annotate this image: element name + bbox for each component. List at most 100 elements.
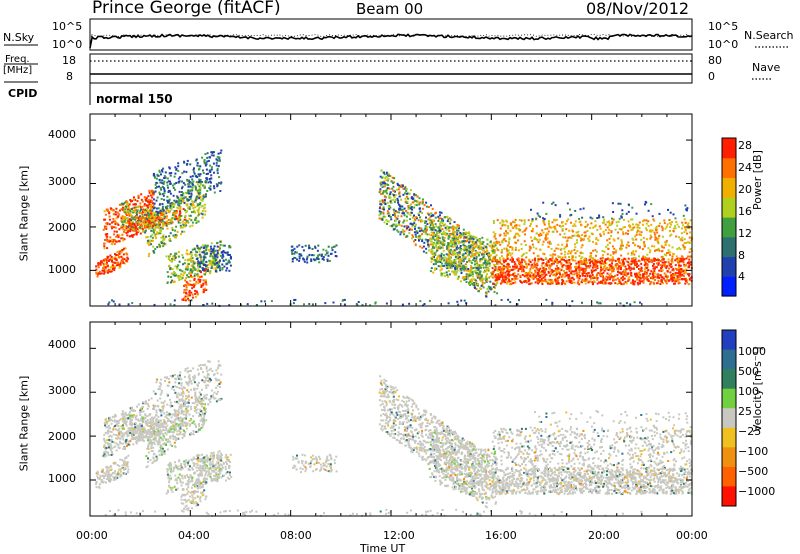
power-scatter-cell [219, 190, 222, 192]
power-scatter-cell [192, 171, 195, 173]
power-scatter-cell [203, 160, 206, 163]
power-scatter-cell [662, 277, 665, 280]
power-scatter-cell [204, 271, 207, 274]
power-scatter-cell [448, 266, 451, 269]
power-scatter-cell [524, 233, 526, 236]
power-scatter-cell [613, 247, 616, 250]
power-scatter-cell [592, 283, 594, 286]
power-scatter-cell [398, 221, 400, 224]
power-scatter-cell [491, 260, 494, 263]
power-scatter-cell [305, 258, 308, 261]
power-scatter-cell [447, 275, 449, 278]
power-scatter-cell [213, 191, 216, 194]
power-scatter-cell [153, 218, 156, 221]
power-scatter-cell [148, 210, 151, 213]
power-scatter-cell [521, 270, 523, 273]
power-scatter-cell [292, 256, 295, 259]
power-scatter-cell [480, 264, 482, 267]
power-scatter-cell [106, 257, 109, 260]
power-scatter-cell [201, 216, 204, 219]
power-scatter-cell [458, 265, 461, 268]
power-scatter-cell [660, 255, 663, 258]
power-scatter-cell [191, 224, 194, 227]
power-scatter-cell [451, 237, 454, 240]
power-scatter-cell [684, 269, 687, 272]
power-scatter-cell [181, 180, 184, 183]
power-scatter-cell [462, 255, 465, 258]
power-scatter-cell [127, 206, 130, 209]
power-scatter-cell [546, 282, 549, 285]
power-scatter-cell [142, 221, 145, 224]
power-scatter-cell [441, 256, 444, 259]
power-scatter-cell [506, 244, 509, 247]
power-scatter-cell [196, 258, 199, 260]
power-scatter-cell [209, 187, 212, 190]
power-scatter-cell [482, 271, 485, 274]
power-scatter-cell [599, 260, 602, 263]
power-scatter-cell [196, 270, 199, 273]
power-scatter-cell [637, 275, 640, 278]
power-scatter-cell [521, 230, 524, 233]
power-scatter-cell [452, 245, 455, 248]
power-scatter-cell [601, 281, 603, 284]
power-scatter-cell [519, 268, 522, 270]
power-scatter-cell [643, 264, 646, 267]
power-scatter-cell [654, 257, 656, 260]
power-scatter-cell [392, 182, 394, 184]
power-scatter-cell [538, 234, 541, 237]
power-scatter-cell [112, 261, 115, 264]
power-scatter-cell [191, 175, 194, 178]
power-scatter-cell [514, 267, 517, 270]
power-scatter-cell [567, 250, 570, 253]
power-scatter-cell [622, 283, 625, 286]
power-scatter-cell [485, 292, 488, 295]
power-scatter-cell [131, 228, 134, 231]
power-scatter-cell [555, 281, 558, 284]
power-scatter-cell [676, 248, 679, 251]
power-scatter-cell [487, 266, 489, 269]
power-scatter-cell [166, 271, 169, 274]
power-scatter-cell [431, 224, 433, 227]
power-scatter-cell [431, 244, 434, 247]
power-scatter-cell [641, 257, 643, 260]
power-scatter-cell [494, 237, 497, 240]
power-scatter-cell [187, 199, 190, 202]
power-scatter-cell [436, 235, 438, 238]
power-scatter-cell [592, 275, 595, 278]
power-scatter-cell [453, 239, 456, 242]
power-scatter-cell [117, 256, 120, 259]
power-scatter-cell [501, 241, 504, 244]
power-scatter-cell [608, 274, 611, 277]
power-scatter-cell [669, 251, 672, 254]
power-scatter-cell [194, 206, 197, 209]
power-scatter-cell [435, 225, 438, 228]
power-scatter-cell [453, 270, 456, 273]
power-scatter-cell [438, 217, 441, 220]
power-scatter-cell [642, 255, 645, 258]
power-scatter-cell [430, 231, 433, 234]
power-scatter-cell [206, 152, 209, 155]
power-scatter-cell [590, 256, 593, 259]
power-scatter-cell [487, 285, 490, 288]
power-scatter-cell [188, 179, 191, 182]
power-scatter-cell [195, 216, 198, 219]
power-scatter-cell [471, 253, 474, 255]
power-scatter-cell [571, 281, 574, 284]
power-scatter-cell [213, 185, 215, 188]
power-scatter-cell [119, 209, 121, 212]
power-scatter-cell [386, 212, 389, 215]
power-scatter-cell [454, 272, 457, 275]
power-scatter-cell [613, 251, 616, 254]
power-scatter-cell [303, 260, 306, 263]
power-scatter-cell [485, 246, 488, 249]
power-scatter-cell [157, 225, 160, 228]
power-scatter-cell [216, 249, 219, 252]
power-scatter-cell [476, 239, 479, 242]
power-scatter-cell [615, 221, 618, 224]
power-scatter-cell [147, 255, 150, 258]
power-scatter-cell [177, 177, 180, 180]
power-scatter-cell [539, 274, 542, 277]
power-scatter-cell [452, 251, 455, 254]
power-scatter-cell [160, 198, 163, 200]
power-scatter-cell [155, 233, 158, 235]
